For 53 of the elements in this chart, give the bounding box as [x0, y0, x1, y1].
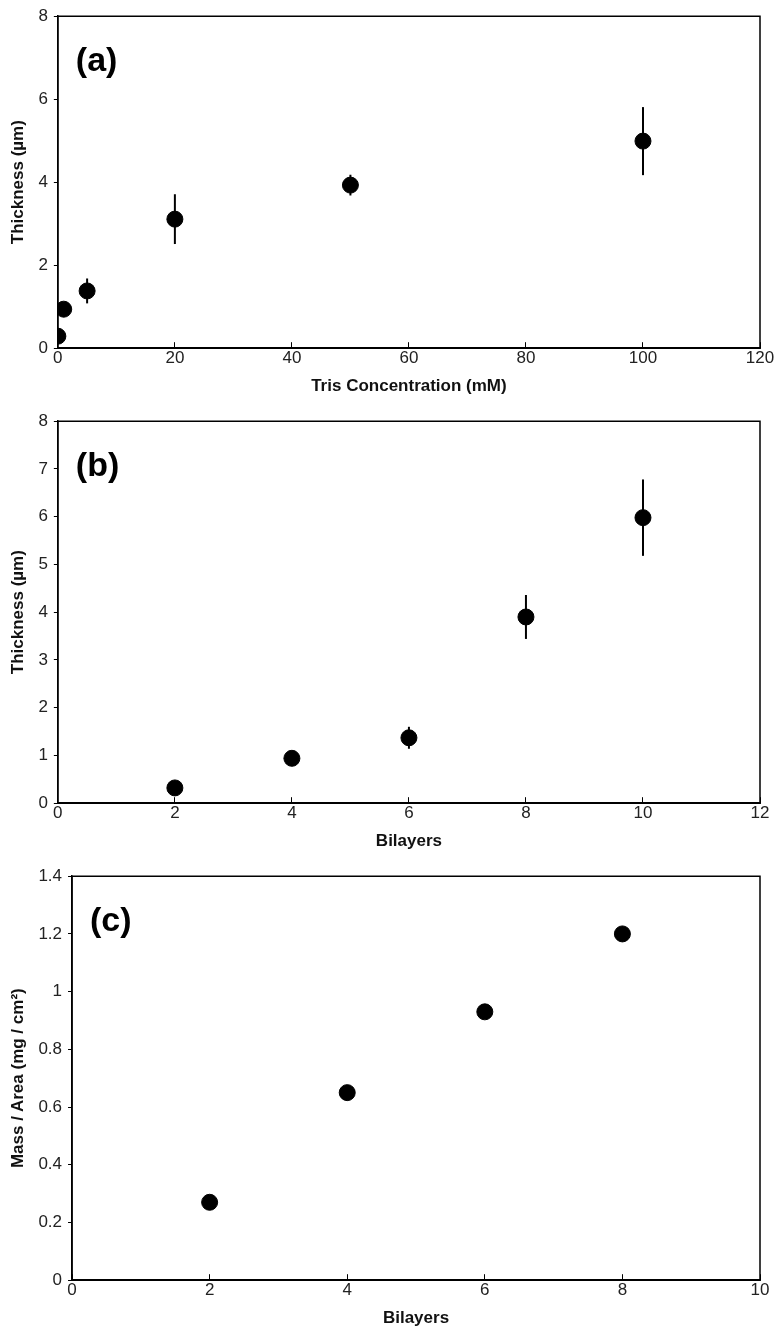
- x-tick-label: 12: [750, 803, 770, 823]
- point: [613, 925, 631, 943]
- point: [57, 300, 73, 318]
- y-tick-label: 2: [38, 697, 48, 717]
- y-tick-label: 0.2: [38, 1212, 63, 1232]
- x-tick-label: 10: [633, 803, 653, 823]
- x-tick-label: 6: [480, 1280, 490, 1300]
- y-tick-label: 6: [38, 506, 48, 526]
- y-tick-label: 1.4: [38, 865, 63, 885]
- y-tick-label: 1: [38, 745, 48, 765]
- y-axis-title: Thickness (µm): [7, 550, 27, 675]
- point: [283, 749, 301, 767]
- x-axis-title: Bilayers: [382, 1308, 450, 1328]
- x-tick-label: 0: [67, 1280, 77, 1300]
- x-tick-label: 40: [282, 348, 302, 368]
- y-axis-title: Mass / Area (mg / cm²): [7, 988, 27, 1169]
- x-tick-label: 4: [342, 1280, 352, 1300]
- y-tick-label: 0.6: [38, 1096, 63, 1116]
- y-axis-title: Thickness (µm): [7, 120, 27, 245]
- y-tick-label: 1.2: [38, 923, 63, 943]
- x-tick-label: 8: [617, 1280, 628, 1300]
- x-tick-label: 2: [170, 803, 180, 823]
- y-tick-label: 2: [38, 254, 48, 274]
- x-tick-label: 80: [516, 348, 536, 368]
- x-axis-title: Bilayers: [375, 831, 443, 851]
- x-tick-label: 2: [204, 1280, 215, 1300]
- x-tick-label: 20: [165, 348, 185, 368]
- y-tick-label: 5: [38, 554, 48, 574]
- y-tick-label: 1: [52, 981, 63, 1001]
- y-tick-label: 6: [38, 88, 48, 108]
- y-tick-label: 8: [38, 5, 48, 25]
- x-tick-label: 60: [399, 348, 419, 368]
- y-tick-label: 7: [38, 458, 48, 478]
- y-tick-label: 0.8: [38, 1039, 63, 1059]
- x-tick-label: 120: [745, 348, 775, 368]
- point: [201, 1193, 219, 1211]
- y-tick-label: 4: [38, 171, 48, 191]
- point: [338, 1084, 356, 1102]
- y-tick-label: 4: [38, 601, 48, 621]
- annotation: (c): [90, 899, 132, 938]
- x-tick-label: 100: [628, 348, 658, 368]
- x-tick-label: 4: [287, 803, 297, 823]
- x-tick-label: 6: [404, 803, 414, 823]
- x-tick-label: 8: [521, 803, 531, 823]
- y-tick-label: 8: [38, 410, 48, 430]
- y-tick-label: 3: [38, 649, 48, 669]
- y-tick-label: 0.4: [38, 1154, 63, 1174]
- annotation: (b): [75, 444, 120, 483]
- x-axis-title: Tris Concentration (mM): [311, 376, 507, 396]
- point: [476, 1003, 494, 1021]
- x-tick-label: 10: [750, 1280, 770, 1300]
- annotation: (a): [75, 39, 118, 78]
- point: [166, 779, 184, 797]
